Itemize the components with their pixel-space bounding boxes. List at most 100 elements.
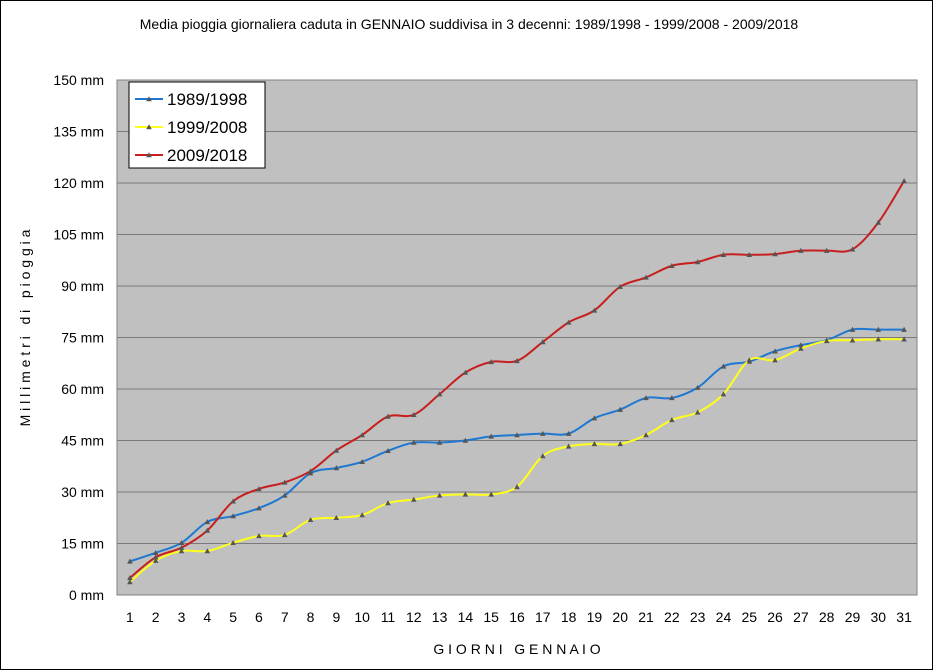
y-tick-label: 90 mm [61, 278, 104, 294]
data-point-marker [823, 247, 830, 253]
data-point-marker [204, 548, 211, 554]
data-point-marker [565, 430, 572, 436]
data-point-marker [204, 519, 211, 525]
y-tick-label: 105 mm [53, 227, 104, 243]
data-point-marker [720, 251, 727, 257]
x-tick-label: 19 [587, 609, 603, 625]
data-point-marker [488, 359, 494, 365]
y-tick-label: 75 mm [61, 330, 104, 346]
data-point-marker [669, 262, 675, 268]
data-point-marker [849, 326, 856, 332]
x-tick-label: 5 [229, 609, 237, 625]
data-point-marker [230, 498, 236, 504]
x-tick-label: 10 [354, 609, 370, 625]
data-point-marker [256, 486, 262, 492]
legend-label: 1989/1998 [167, 90, 247, 109]
data-point-marker [230, 540, 236, 546]
x-tick-label: 2 [152, 609, 160, 625]
series-layer [127, 178, 907, 585]
data-point-marker [462, 491, 469, 497]
data-point-marker [385, 500, 391, 506]
data-point-marker [875, 336, 882, 342]
data-point-marker [643, 395, 649, 401]
y-tick-label: 0 mm [69, 587, 104, 603]
data-point-marker [333, 465, 340, 471]
data-point-marker [307, 468, 314, 474]
data-point-marker [127, 558, 133, 564]
y-tick-label: 15 mm [61, 536, 104, 552]
data-point-marker [746, 357, 753, 363]
y-tick-label: 135 mm [53, 124, 104, 140]
data-point-marker [720, 363, 727, 369]
data-point-marker [462, 437, 469, 443]
data-point-marker [436, 439, 443, 445]
data-point-marker [359, 432, 365, 438]
data-point-marker [462, 369, 469, 375]
data-point-marker [178, 544, 185, 550]
series-2009-2018 [127, 178, 907, 581]
data-point-marker [436, 391, 443, 397]
x-axis-ticks: 1 2 3 4 5 6 7 8 9 10 11 12 13 14 15 16 17 18 19 20 21 22 23 24 2… [126, 609, 912, 625]
data-point-marker [127, 575, 133, 581]
data-point-marker [617, 406, 624, 412]
data-point-marker [256, 505, 262, 511]
data-point-marker [875, 326, 882, 332]
data-point-marker [385, 413, 391, 419]
data-point-marker [488, 433, 494, 439]
data-point-marker [230, 513, 236, 519]
data-point-marker [385, 448, 391, 454]
legend-marker [146, 96, 152, 102]
legend-marker [146, 124, 152, 130]
data-point-marker [617, 441, 624, 447]
data-point-marker [514, 432, 520, 438]
data-point-marker [359, 458, 365, 465]
data-point-marker [643, 274, 649, 280]
data-point-marker [591, 441, 598, 447]
data-point-marker [565, 319, 572, 325]
data-point-marker [901, 178, 907, 184]
x-tick-label: 3 [178, 609, 186, 625]
x-tick-label: 12 [406, 609, 422, 625]
data-point-marker [591, 415, 598, 421]
x-tick-label: 30 [871, 609, 887, 625]
data-point-marker [849, 246, 856, 252]
data-point-marker [410, 411, 417, 417]
data-point-marker [720, 391, 727, 397]
data-point-marker [514, 358, 520, 364]
y-tick-label: 120 mm [53, 175, 104, 191]
data-point-marker [333, 447, 340, 453]
x-tick-label: 14 [458, 609, 474, 625]
data-point-marker [178, 540, 185, 546]
x-tick-label: 24 [716, 609, 732, 625]
data-point-marker [359, 512, 365, 518]
data-point-marker [152, 549, 159, 556]
y-axis-ticks: 0 mm 15 mm 30 mm 45 mm 60 mm 75 mm 90 mm 105 mm… [53, 72, 104, 603]
data-point-marker [849, 337, 856, 343]
x-tick-label: 6 [255, 609, 263, 625]
legend: 1989/1998 1999/2008 2009/2018 [128, 81, 266, 169]
x-tick-label: 27 [793, 609, 809, 625]
x-tick-label: 20 [612, 609, 628, 625]
data-point-marker [540, 339, 546, 345]
data-point-marker [307, 517, 314, 523]
legend-marker [146, 152, 152, 158]
data-point-marker [798, 247, 804, 253]
data-point-marker [772, 348, 778, 354]
data-point-marker [694, 409, 701, 415]
x-tick-label: 22 [664, 609, 680, 625]
data-point-marker [410, 496, 417, 502]
data-point-marker [540, 453, 546, 459]
y-tick-label: 150 mm [53, 72, 104, 88]
x-tick-label: 1 [126, 609, 134, 625]
x-tick-label: 15 [483, 609, 499, 625]
x-tick-label: 8 [307, 609, 315, 625]
data-point-marker [565, 443, 572, 449]
legend-label: 2009/2018 [167, 146, 247, 165]
series-1999-2008 [127, 336, 907, 585]
data-point-marker [540, 430, 546, 436]
legend-label: 1999/2008 [167, 118, 247, 137]
data-point-marker [901, 326, 907, 332]
data-point-marker [617, 283, 624, 289]
